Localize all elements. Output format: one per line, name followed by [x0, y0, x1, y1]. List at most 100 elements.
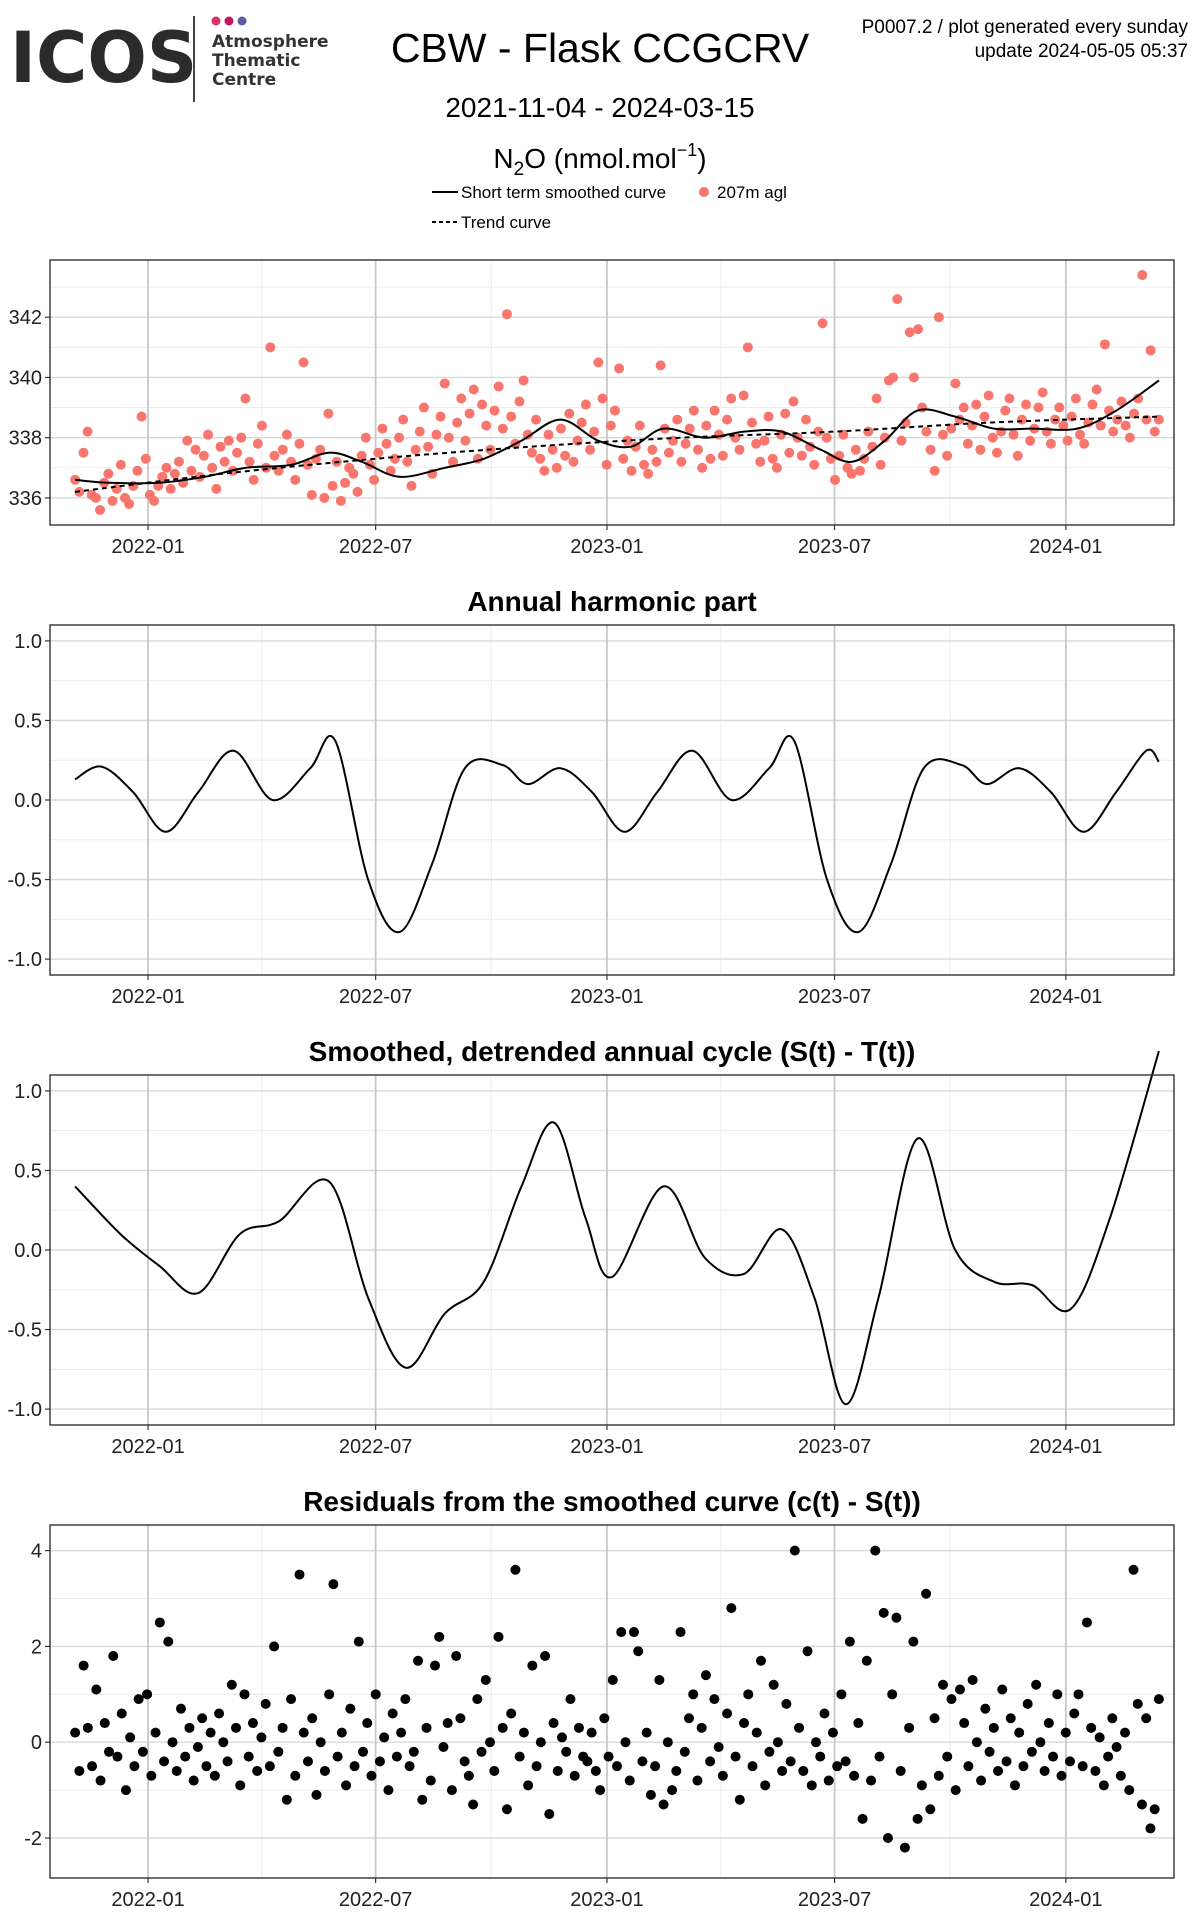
residual-point	[1098, 1780, 1109, 1791]
data-point	[489, 405, 500, 416]
residual-point	[540, 1650, 551, 1661]
data-point	[705, 453, 716, 464]
data-point	[531, 414, 542, 425]
data-point	[377, 423, 388, 434]
residual-point	[806, 1780, 817, 1791]
y-tick-label: 0.0	[14, 790, 42, 812]
residual-point	[899, 1842, 910, 1853]
x-tick-label: 2023-07	[798, 1436, 871, 1458]
residual-point	[514, 1751, 525, 1762]
data-point	[1008, 429, 1019, 440]
residual-point	[908, 1636, 919, 1647]
data-point	[1021, 399, 1032, 410]
residual-point	[247, 1718, 258, 1729]
residual-point	[586, 1727, 597, 1738]
residual-point	[302, 1756, 313, 1767]
residual-point	[815, 1751, 826, 1762]
data-point	[464, 408, 475, 419]
residual-point	[527, 1660, 538, 1671]
panel4: -2 0 2 4 2022-01 2022-07 2023-01 2023-07 2024-01	[24, 1524, 1175, 1911]
residual-point	[298, 1727, 309, 1738]
data-point	[1037, 387, 1048, 398]
residual-point	[785, 1756, 796, 1767]
plot-border	[49, 624, 1175, 976]
species-label: N2O (nmol.mol−1)	[493, 140, 706, 180]
data-point	[1091, 384, 1102, 395]
residual-point	[768, 1679, 779, 1690]
data-point	[958, 402, 969, 413]
data-point	[950, 378, 961, 389]
residual-point	[277, 1722, 288, 1733]
residual-point	[1022, 1698, 1033, 1709]
residual-point	[942, 1751, 953, 1762]
data-point	[871, 393, 882, 404]
data-point	[676, 456, 687, 467]
residual-point	[624, 1775, 635, 1786]
residual-point	[358, 1746, 369, 1757]
x-tick-label: 2022-07	[339, 986, 412, 1008]
residual-point	[493, 1631, 504, 1642]
residual-point	[857, 1813, 868, 1824]
data-point	[423, 441, 434, 452]
y-tick-label: 342	[9, 307, 42, 329]
data-point	[157, 471, 168, 482]
residual-point	[370, 1689, 381, 1700]
residual-point	[328, 1579, 339, 1590]
y-tick-label: -0.5	[8, 1320, 42, 1342]
residual-point	[1103, 1751, 1114, 1762]
data-point	[1079, 438, 1090, 449]
data-point	[265, 342, 276, 353]
legend-label-points: 207m agl	[717, 183, 787, 202]
data-point	[1000, 405, 1011, 416]
residual-point	[747, 1761, 758, 1772]
data-point	[319, 492, 330, 503]
residual-point	[726, 1603, 737, 1614]
residual-point	[112, 1751, 123, 1762]
residual-point	[1107, 1713, 1118, 1724]
residual-point	[442, 1718, 453, 1729]
data-point	[913, 324, 924, 335]
data-point	[734, 444, 745, 455]
data-point	[418, 402, 429, 413]
residual-point	[582, 1756, 593, 1767]
residual-point	[1081, 1617, 1092, 1628]
residual-point	[201, 1761, 212, 1772]
data-point	[261, 462, 272, 473]
data-point	[817, 318, 828, 329]
data-point	[713, 429, 724, 440]
date-range: 2021-11-04 - 2024-03-15	[445, 92, 754, 123]
data-point	[626, 465, 637, 476]
data-point	[564, 408, 575, 419]
residual-point	[87, 1761, 98, 1772]
residual-point	[235, 1780, 246, 1791]
residual-point	[192, 1742, 203, 1753]
residual-point	[565, 1694, 576, 1705]
data-point	[1062, 435, 1073, 446]
logo-text: ICOS	[10, 17, 197, 99]
data-point	[95, 504, 106, 515]
residual-point	[260, 1698, 271, 1709]
data-point	[962, 438, 973, 449]
data-point	[1054, 402, 1065, 413]
residual-point	[421, 1722, 432, 1733]
residual-point	[175, 1703, 186, 1714]
data-point	[198, 450, 209, 461]
data-point	[1004, 393, 1015, 404]
residual-point	[662, 1737, 673, 1748]
data-point	[348, 468, 359, 479]
residual-point	[971, 1737, 982, 1748]
y-tick-label: 0.5	[14, 710, 42, 732]
y-tick-label: 4	[31, 1541, 42, 1563]
residual-point	[679, 1746, 690, 1757]
residual-point	[544, 1809, 555, 1820]
residual-point	[209, 1770, 220, 1781]
residual-point	[798, 1765, 809, 1776]
residual-point	[853, 1718, 864, 1729]
smoothed-curve	[75, 379, 1160, 485]
residual-point	[184, 1722, 195, 1733]
residual-point	[569, 1770, 580, 1781]
residual-point	[658, 1799, 669, 1810]
data-point	[165, 483, 176, 494]
logo-divider	[193, 16, 195, 102]
data-point	[340, 477, 351, 488]
